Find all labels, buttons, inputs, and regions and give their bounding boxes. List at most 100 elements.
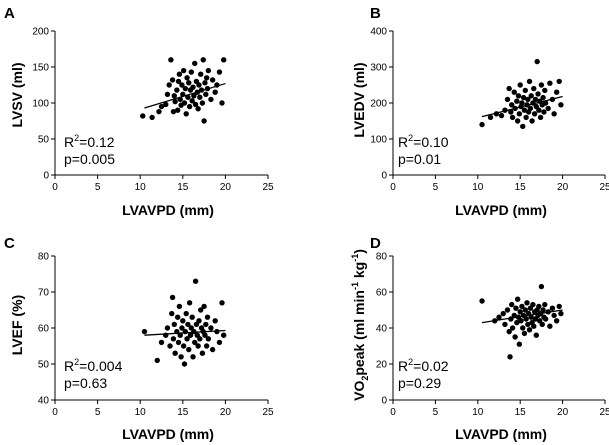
panel-a-y-tick-label: 0	[43, 171, 49, 182]
panel-a-data-point	[182, 85, 189, 92]
panel-a-data-point	[220, 57, 227, 63]
panel-c-data-point	[220, 332, 227, 338]
panel-c-data-point	[186, 300, 193, 306]
panel-c-y-tick-label: 80	[38, 252, 50, 263]
panel-b-data-point	[498, 112, 505, 119]
panel-b-data-point	[556, 78, 562, 85]
panel-b-x-tick-label: 25	[599, 182, 609, 193]
panel-d-data-point	[551, 312, 557, 319]
panel-a-data-point	[180, 67, 187, 74]
panel-a-data-point	[181, 100, 188, 106]
panel-b-y-tick-label: 0	[381, 171, 387, 182]
panel-a-data-point	[190, 84, 196, 90]
panel-b-data-point	[519, 100, 525, 106]
panel-b-data-point	[506, 85, 512, 92]
panel-c-y-tick-label: 70	[38, 288, 50, 299]
panel-c-data-point	[181, 361, 188, 367]
panel-c-data-point	[172, 350, 178, 356]
panel-b-data-point	[542, 87, 548, 94]
panel-c-data-point	[197, 307, 204, 313]
panel-a-data-point	[199, 100, 206, 106]
panel-d-x-tick-label: 25	[599, 407, 609, 418]
panel-d-data-point	[533, 332, 540, 338]
panel-d-data-point	[520, 325, 526, 331]
panel-c-x-axis-label: LVAVPD (mm)	[122, 426, 214, 442]
panel-b-data-point	[527, 105, 534, 112]
panel-a-data-point	[192, 101, 199, 108]
panel-c-x-tick-label: 5	[95, 407, 101, 418]
panel-a-data-point	[205, 67, 212, 74]
panel-c-data-point	[169, 294, 176, 301]
panel-b-data-point	[516, 111, 523, 117]
panel-d-y-tick-label: 40	[376, 324, 388, 335]
panel-c-data-point	[176, 303, 183, 310]
panel-d-data-point	[549, 305, 556, 311]
panel-b-data-point	[534, 58, 540, 65]
panel-b-data-point	[545, 105, 551, 112]
panel-d-data-point	[509, 301, 515, 308]
panel-a-data-point	[169, 77, 176, 83]
panel-c: C LVEF (%) LVAVPD (mm) R2=0.004 p=0.63 4…	[4, 235, 274, 442]
panel-c-data-point	[167, 343, 173, 349]
panel-b-data-point	[526, 78, 533, 85]
panel-c-x-tick-label: 20	[220, 407, 232, 418]
panel-b-data-point	[509, 102, 515, 108]
panel-a-data-point	[174, 107, 181, 113]
panel-a-x-tick-label: 5	[95, 182, 101, 193]
panel-a-data-point	[175, 78, 182, 85]
panel-a-data-point	[196, 82, 202, 88]
panel-c-x-tick-label: 25	[262, 407, 274, 418]
panel-d-y-tick-label: 60	[376, 288, 388, 299]
panel-a-data-point	[163, 101, 169, 108]
panel-d-data-point	[553, 318, 560, 324]
panel-b-y-tick-label: 300	[370, 63, 387, 74]
panel-c-y-axis-label: LVEF (%)	[9, 295, 25, 355]
panel-d-data-point	[518, 318, 524, 324]
panel-b-data-point	[517, 82, 523, 88]
panel-a: A LVSV (ml) LVAVPD (mm) R2=0.12 p=0.005 …	[4, 5, 274, 218]
panel-b-data-point	[553, 89, 560, 95]
panel-c-r2-value: 0.004	[87, 358, 122, 374]
panel-b-y-tick-label: 200	[370, 99, 387, 110]
panel-b-data-point	[541, 109, 547, 115]
panel-a-data-point	[176, 71, 183, 77]
panel-b-data-point	[528, 93, 534, 99]
panel-b-x-tick-label: 5	[433, 182, 439, 193]
panel-a-data-point	[140, 113, 146, 119]
panel-a-data-point	[208, 96, 214, 103]
panel-c-data-point	[180, 343, 187, 349]
panel-d-data-point	[542, 301, 548, 308]
panel-d-data-point	[506, 328, 512, 335]
panel-c-data-point	[212, 318, 218, 324]
panel-c-x-tick-label: 10	[135, 407, 147, 418]
panel-d-data-point	[521, 330, 528, 337]
panel-d-data-point	[513, 305, 519, 311]
panel-a-data-point	[203, 75, 210, 81]
panel-d-x-tick-label: 0	[390, 407, 396, 418]
panel-d-data-point	[528, 314, 534, 320]
panel-c-data-point	[192, 339, 198, 346]
panel-d-data-point	[542, 316, 549, 322]
panel-a-x-tick-label: 20	[220, 182, 232, 193]
panel-d-y-tick-label: 20	[376, 360, 388, 371]
panel-c-data-point	[203, 343, 210, 349]
panel-a-data-point	[184, 75, 190, 81]
panel-d-x-tick-label: 5	[433, 407, 439, 418]
panel-a-data-point	[179, 82, 185, 88]
panel-a-data-point	[219, 100, 225, 106]
panel-b-data-point	[479, 121, 485, 128]
panel-a-x-tick-label: 0	[52, 182, 58, 193]
panel-c-r2-stat: R2=0.004	[64, 357, 123, 374]
panel-a-data-point	[158, 103, 165, 110]
panel-a-x-axis-label: LVAVPD (mm)	[122, 202, 214, 218]
panel-c-data-point	[158, 339, 165, 346]
panel-a-x-tick-label: 10	[135, 182, 147, 193]
panel-a-data-point	[188, 69, 195, 75]
panel-d-data-point	[536, 303, 542, 310]
panel-c-data-point	[195, 343, 201, 349]
panel-d-x-tick-label: 15	[515, 407, 527, 418]
panel-d-data-point	[525, 321, 531, 328]
panel-a-data-point	[156, 108, 162, 115]
panel-c-data-point	[170, 336, 177, 342]
